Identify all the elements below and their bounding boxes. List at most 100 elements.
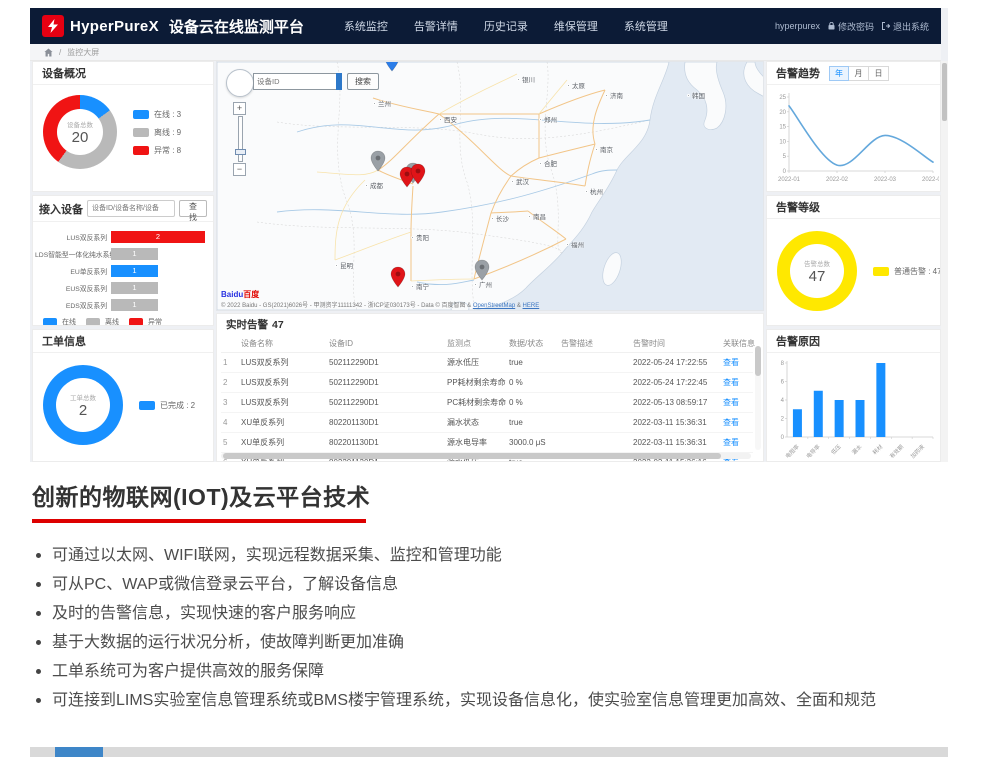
city-name: 太原: [572, 83, 585, 90]
feature-bullet: 可通过以太网、WIFI联网，实现远程数据采集、监控和管理功能: [32, 541, 932, 570]
zoom-thumb[interactable]: [234, 149, 246, 155]
attribution-link[interactable]: OpenStreetMap: [472, 303, 516, 309]
map-panel[interactable]: 银川 兰州 西安 太原 郑州 济南 合肥 南京 武汉 杭州 长沙 南昌 成都 贵阳 福州 昆明 广州 南宁 韩国 +…: [216, 61, 764, 311]
city-name: 武汉: [516, 179, 529, 186]
zoom-in-button[interactable]: +: [233, 102, 246, 115]
view-link[interactable]: 查看: [721, 412, 753, 433]
svg-text:2022-02: 2022-02: [826, 177, 849, 183]
zoom-out-button[interactable]: −: [233, 163, 246, 176]
svg-text:漏水: 漏水: [850, 442, 864, 456]
column-header: 设备名称: [239, 335, 327, 353]
table-horizontal-scrollbar[interactable]: [221, 453, 751, 459]
trend-period-button[interactable]: 月: [849, 65, 869, 81]
view-link[interactable]: 查看: [721, 432, 753, 453]
city-name: 广州: [479, 282, 492, 289]
map-marker-gray-pin[interactable]: [370, 150, 386, 172]
map-searchbar: 搜索: [253, 73, 379, 90]
city-dot-icon: [511, 179, 514, 183]
legend-label: 普通告警 : 47: [894, 266, 941, 276]
legend-label: 异常: [148, 319, 162, 326]
breadcrumb-current[interactable]: 监控大屏: [67, 47, 100, 57]
zoom-track[interactable]: [234, 116, 246, 162]
work-orders-donut: 工单总数 2: [43, 365, 123, 445]
legend-item: 普通告警 : 47: [873, 266, 941, 277]
work-orders-legend: 已完成 : 2: [139, 400, 195, 411]
change-password-link[interactable]: 修改密码: [828, 20, 874, 33]
city-name: 福州: [571, 242, 584, 249]
city-dot-icon: [335, 263, 338, 267]
cell-data-status: true: [507, 412, 559, 433]
legend-chip: [133, 145, 149, 155]
device-bar-row: EUS双反系列 1: [35, 279, 205, 296]
cell-alarm-desc: [559, 352, 631, 373]
cell-device-name: LUS双反系列: [239, 372, 327, 393]
device-bar-label: EDS双反系列: [65, 302, 107, 310]
nav-menu-item[interactable]: 历史记录: [483, 21, 528, 33]
map-marker-gray-pin[interactable]: [474, 259, 490, 281]
map-canvas[interactable]: 银川 兰州 西安 太原 郑州 济南 合肥 南京 武汉 杭州 长沙 南昌 成都 贵阳 福州 昆明 广州 南宁 韩国: [217, 62, 763, 310]
legend-chip: [86, 318, 100, 325]
dashboard-scrollbar[interactable]: [941, 61, 948, 462]
row-number: 4: [221, 412, 239, 433]
city-label: 杭州: [585, 186, 603, 196]
device-bar-track: 1: [111, 247, 205, 260]
reason-bar: [855, 400, 865, 437]
map-marker-red-pin[interactable]: [390, 266, 406, 288]
nav-menu-item[interactable]: 告警详情: [413, 21, 458, 33]
nav-menu-item[interactable]: 系统管理: [623, 21, 668, 33]
pan-right-icon[interactable]: [243, 79, 251, 87]
article-section: 创新的物联网(IOT)及云平台技术 可通过以太网、WIFI联网，实现远程数据采集…: [32, 478, 950, 715]
map-input-caret: [336, 73, 342, 90]
map-search-button[interactable]: 搜索: [347, 73, 379, 90]
city-name: 昆明: [340, 263, 353, 270]
table-vertical-scrollbar[interactable]: [755, 346, 761, 450]
city-dot-icon: [373, 101, 376, 105]
row-number: 5: [221, 432, 239, 453]
nav-menu-item[interactable]: 系统监控: [343, 21, 388, 33]
city-dot-icon: [567, 83, 570, 87]
cell-monitor-point: 源水低压: [445, 352, 507, 373]
alarm-level-legend: 普通告警 : 47: [873, 266, 941, 277]
legend-item: 异常 : 8: [133, 145, 181, 156]
city-name: 合肥: [544, 161, 557, 168]
alarm-reason-chart: 0 2 4 6 8 电阻率 电导率 低压 漏水 耗材 有效期 加药液: [767, 353, 940, 461]
pan-down-icon[interactable]: [236, 86, 244, 94]
device-bar: 1: [111, 281, 158, 294]
baidu-logo: Baidu百度: [221, 290, 260, 299]
feature-bullet: 可从PC、WAP或微信登录云平台，了解设备信息: [32, 570, 932, 599]
reason-bar-svg: 0 2 4 6 8 电阻率 电导率 低压 漏水 耗材 有效期 加药液: [781, 361, 934, 460]
device-bar-value: 1: [132, 299, 137, 309]
device-search-button[interactable]: 查找: [179, 200, 207, 222]
cell-device-name: XU单反系列: [239, 412, 327, 433]
map-marker-blue-pin[interactable]: [384, 62, 400, 72]
view-link[interactable]: 查看: [721, 392, 753, 413]
pan-left-icon[interactable]: [229, 79, 237, 87]
attribution-link[interactable]: HERE: [522, 303, 540, 309]
trend-period-button[interactable]: 日: [869, 65, 889, 81]
device-search-input[interactable]: [87, 200, 175, 217]
trend-period-active[interactable]: 年: [829, 65, 849, 81]
realtime-alarm-panel: 实时告警 47 设备名称 设备ID 监测点 数据/状态 告警描述 告警时间 关联信息 1 LU…: [216, 313, 764, 462]
view-link[interactable]: 查看: [721, 372, 753, 393]
device-bar-value: 2: [155, 231, 161, 241]
city-label: 济南: [605, 90, 623, 100]
city-dot-icon: [491, 216, 494, 220]
brand-name: HyperPureX: [70, 17, 159, 35]
map-marker-red-pin[interactable]: [410, 163, 426, 185]
cell-monitor-point: PC耗材剩余寿命: [445, 392, 507, 413]
svg-text:25: 25: [779, 95, 786, 101]
nav-menu-item[interactable]: 维保管理: [553, 21, 598, 33]
logout-link[interactable]: 退出系统: [881, 20, 929, 33]
map-pan-control[interactable]: [226, 69, 254, 97]
city-label: 银川: [517, 74, 535, 84]
map-search-input[interactable]: [253, 73, 337, 90]
cell-device-name: LUS双反系列: [239, 392, 327, 413]
city-label: 西安: [439, 114, 457, 124]
city-name: 杭州: [590, 189, 603, 196]
svg-text:2: 2: [781, 417, 785, 423]
article-heading: 创新的物联网(IOT)及云平台技术: [32, 484, 371, 510]
cell-device-name: XU单反系列: [239, 432, 327, 453]
view-link[interactable]: 查看: [721, 352, 753, 373]
city-label: 郑州: [539, 114, 557, 124]
home-icon[interactable]: [44, 47, 53, 57]
